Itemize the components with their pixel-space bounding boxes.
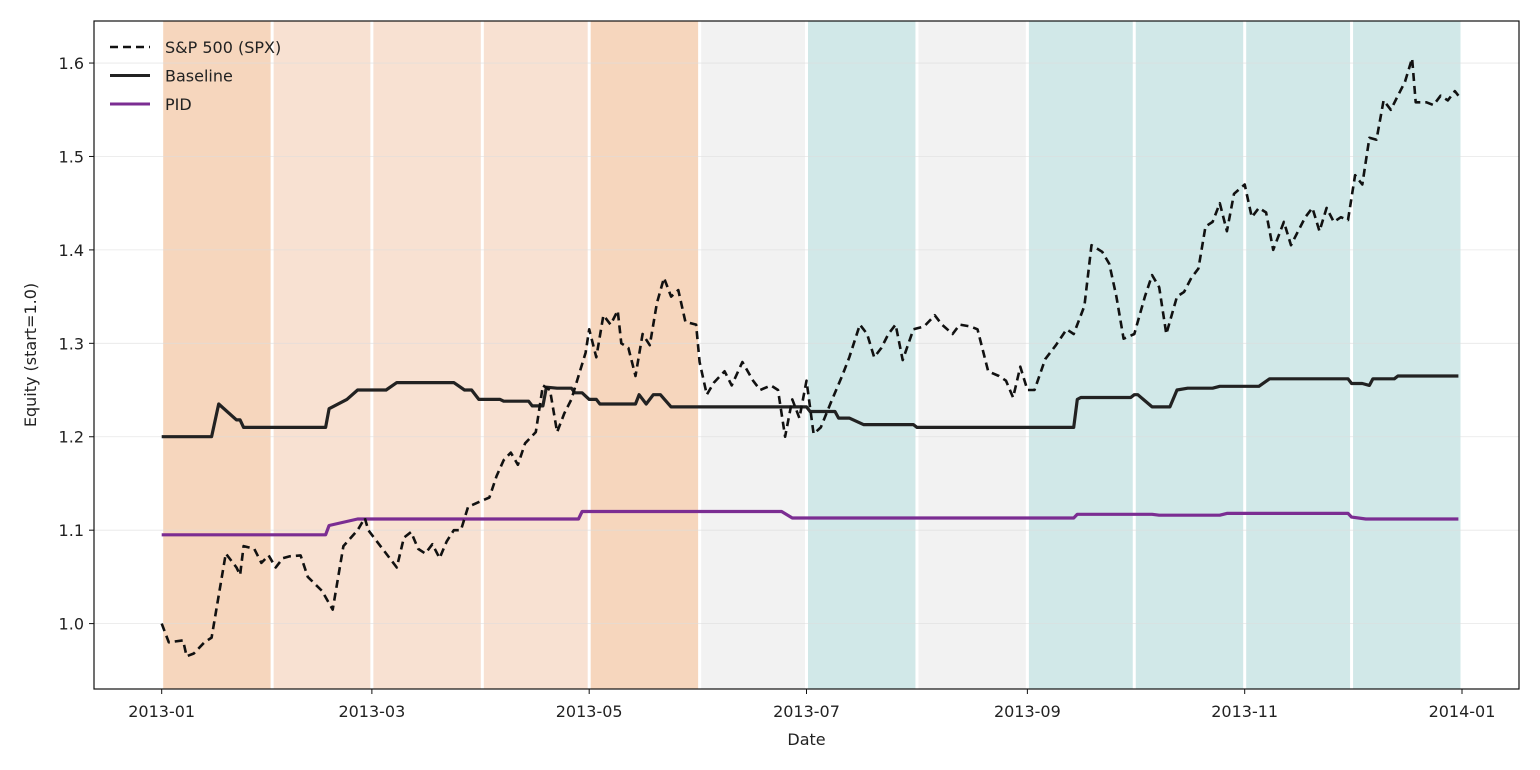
regime-band bbox=[1246, 21, 1351, 689]
regime-band bbox=[590, 21, 699, 689]
regime-band bbox=[701, 21, 805, 689]
regime-band bbox=[273, 21, 371, 689]
regime-bands bbox=[163, 21, 1461, 689]
regime-band bbox=[1135, 21, 1244, 689]
regime-band bbox=[808, 21, 916, 689]
y-tick-label: 1.4 bbox=[59, 241, 84, 260]
y-tick-label: 1.0 bbox=[59, 615, 84, 634]
regime-band bbox=[918, 21, 1026, 689]
legend-label: Baseline bbox=[165, 67, 233, 86]
legend-label: S&P 500 (SPX) bbox=[165, 38, 281, 57]
y-axis-title: Equity (start=1.0) bbox=[21, 283, 40, 427]
x-tick-label: 2014-01 bbox=[1429, 702, 1496, 721]
regime-band bbox=[1028, 21, 1133, 689]
y-tick-label: 1.5 bbox=[59, 147, 84, 166]
x-tick-label: 2013-07 bbox=[773, 702, 840, 721]
y-tick-label: 1.1 bbox=[59, 521, 84, 540]
regime-band bbox=[1353, 21, 1461, 689]
x-tick-label: 2013-09 bbox=[994, 702, 1061, 721]
y-gridlines bbox=[94, 62, 1519, 625]
x-tick-label: 2013-01 bbox=[128, 702, 195, 721]
series-line-2 bbox=[161, 509, 1459, 537]
series-line-0 bbox=[160, 57, 1460, 658]
x-axis-ticks: 2013-01 2013-03 2013-05 2013-07 2013-09 2013-… bbox=[128, 689, 1495, 721]
y-axis-ticks: 1.0 1.1 1.2 1.3 1.4 1.5 1.6 bbox=[59, 54, 94, 634]
y-tick-label: 1.2 bbox=[59, 428, 84, 447]
series-line-1 bbox=[161, 374, 1459, 439]
x-tick-label: 2013-11 bbox=[1211, 702, 1278, 721]
series-lines bbox=[160, 57, 1460, 658]
y-tick-label: 1.3 bbox=[59, 334, 84, 353]
regime-band bbox=[163, 21, 271, 689]
legend: S&P 500 (SPX) Baseline PID bbox=[110, 38, 281, 114]
legend-label: PID bbox=[165, 95, 192, 114]
x-tick-label: 2013-05 bbox=[556, 702, 623, 721]
regime-band bbox=[483, 21, 588, 689]
x-tick-label: 2013-03 bbox=[338, 702, 405, 721]
y-tick-label: 1.6 bbox=[59, 54, 84, 73]
x-axis-title: Date bbox=[787, 730, 825, 749]
regime-band bbox=[373, 21, 481, 689]
